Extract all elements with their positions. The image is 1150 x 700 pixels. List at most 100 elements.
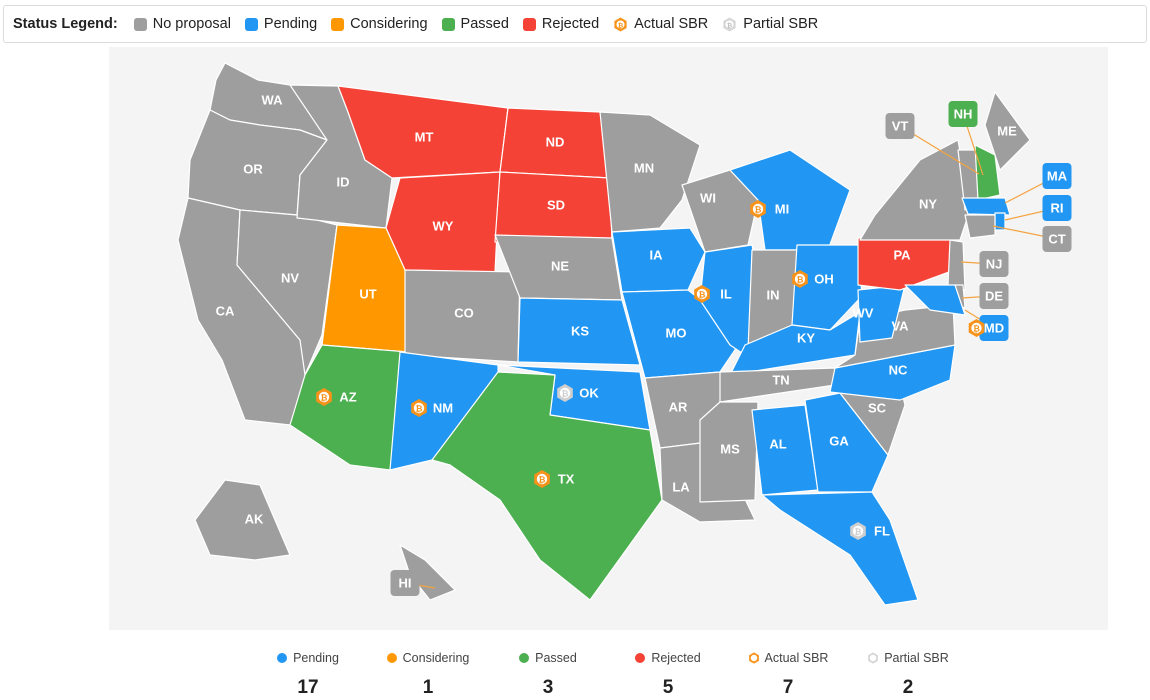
bitcoin-icon: ₿ bbox=[534, 470, 550, 488]
stat-label: Pending bbox=[293, 651, 339, 665]
stat-pending: Pending 17 bbox=[248, 648, 368, 699]
svg-text:₿: ₿ bbox=[727, 21, 733, 29]
legend-label: Pending bbox=[263, 16, 318, 32]
legend-label: Rejected bbox=[541, 16, 600, 32]
state-label-wv: WV bbox=[853, 306, 874, 321]
state-oh[interactable] bbox=[791, 244, 863, 331]
state-label-mt: MT bbox=[415, 130, 434, 145]
state-label-nv: NV bbox=[281, 271, 299, 286]
bitcoin-outline-icon bbox=[868, 652, 879, 664]
state-fl[interactable] bbox=[761, 491, 919, 606]
state-label-la: LA bbox=[672, 480, 690, 495]
state-label-me: ME bbox=[997, 124, 1017, 139]
state-label-tx: TX bbox=[558, 472, 575, 487]
state-nj[interactable] bbox=[947, 239, 966, 291]
passed-dot bbox=[519, 653, 530, 663]
svg-text:₿: ₿ bbox=[855, 527, 862, 538]
state-label-id: ID bbox=[337, 175, 350, 190]
state-ia[interactable] bbox=[611, 227, 706, 293]
state-label-ut: UT bbox=[359, 287, 376, 302]
stat-value: 3 bbox=[542, 677, 554, 698]
state-ny[interactable] bbox=[859, 139, 971, 241]
state-box-hi[interactable] bbox=[390, 570, 420, 596]
state-box-nh[interactable] bbox=[948, 101, 978, 127]
state-md[interactable] bbox=[904, 284, 966, 316]
svg-text:₿: ₿ bbox=[539, 475, 546, 486]
legend-item-no-proposal: No proposal bbox=[133, 16, 231, 32]
state-label-ms: MS bbox=[720, 442, 740, 457]
state-box-vt[interactable] bbox=[885, 113, 915, 139]
stat-partial-sbr: Partial SBR 2 bbox=[848, 648, 968, 699]
state-wi[interactable] bbox=[681, 169, 759, 253]
state-ma[interactable] bbox=[961, 197, 1011, 216]
state-me[interactable] bbox=[984, 91, 1031, 171]
state-label-co: CO bbox=[454, 306, 474, 321]
legend-label: Considering bbox=[350, 16, 428, 32]
stat-label: Considering bbox=[402, 651, 470, 665]
state-label-mo: MO bbox=[666, 326, 687, 341]
state-label-ny: NY bbox=[919, 197, 937, 212]
state-label-ar: AR bbox=[669, 400, 688, 415]
svg-text:₿: ₿ bbox=[618, 21, 624, 29]
state-box-de[interactable] bbox=[979, 283, 1009, 309]
state-label-va: VA bbox=[891, 319, 909, 334]
state-ga[interactable] bbox=[804, 392, 889, 493]
legend-swatch-pending bbox=[244, 17, 258, 31]
legend-label: Partial SBR bbox=[743, 16, 819, 32]
state-label-nd: ND bbox=[546, 135, 565, 150]
state-label-ri: RI bbox=[1051, 201, 1064, 216]
legend-title: Status Legend: bbox=[13, 16, 118, 32]
state-label-ia: IA bbox=[650, 248, 664, 263]
legend-item-passed: Passed bbox=[441, 16, 509, 32]
state-label-wi: WI bbox=[700, 191, 716, 206]
stat-actual-sbr: Actual SBR 7 bbox=[728, 648, 848, 699]
legend-swatch-rejected bbox=[522, 17, 536, 31]
state-box-md[interactable] bbox=[979, 315, 1009, 341]
state-tx[interactable] bbox=[431, 371, 663, 601]
state-label-wy: WY bbox=[433, 219, 454, 234]
legend-label: No proposal bbox=[152, 16, 231, 32]
stat-considering: Considering 1 bbox=[368, 648, 488, 699]
state-label-sc: SC bbox=[868, 401, 887, 416]
state-ms[interactable] bbox=[699, 401, 759, 503]
state-ct[interactable] bbox=[964, 214, 996, 239]
state-box-ma[interactable] bbox=[1042, 163, 1072, 189]
state-label-ak: AK bbox=[245, 512, 264, 527]
stat-label: Actual SBR bbox=[764, 651, 829, 665]
state-label-fl: FL bbox=[874, 524, 890, 539]
svg-text:₿: ₿ bbox=[562, 389, 569, 400]
stat-passed: Passed 3 bbox=[488, 648, 608, 699]
state-ks[interactable] bbox=[517, 297, 641, 366]
state-label-in: IN bbox=[767, 288, 780, 303]
svg-text:₿: ₿ bbox=[797, 275, 804, 286]
state-label-nm: NM bbox=[433, 401, 453, 416]
legend-item-rejected: Rejected bbox=[522, 16, 600, 32]
state-label-sd: SD bbox=[547, 198, 565, 213]
state-label-ma: MA bbox=[1047, 169, 1068, 184]
bitcoin-outline-icon: ₿ bbox=[850, 522, 866, 540]
state-box-nj[interactable] bbox=[979, 251, 1009, 277]
state-label-ok: OK bbox=[579, 386, 599, 401]
bitcoin-icon: ₿ bbox=[750, 200, 766, 218]
state-label-al: AL bbox=[769, 437, 786, 452]
state-ak[interactable] bbox=[194, 479, 291, 561]
stat-label: Passed bbox=[535, 651, 577, 665]
bitcoin-outline-icon: ₿ bbox=[557, 384, 573, 402]
state-label-vt: VT bbox=[892, 119, 909, 134]
state-nh[interactable] bbox=[974, 144, 1001, 201]
legend-item-partial-sbr: ₿ Partial SBR bbox=[722, 16, 818, 32]
legend-swatch-passed bbox=[441, 17, 455, 31]
state-box-ri[interactable] bbox=[1042, 195, 1072, 221]
considering-dot bbox=[386, 653, 397, 663]
stat-value: 2 bbox=[902, 677, 914, 698]
state-box-ct[interactable] bbox=[1042, 226, 1072, 252]
stat-label: Rejected bbox=[651, 651, 701, 665]
state-label-mi: MI bbox=[775, 202, 789, 217]
state-label-nc: NC bbox=[889, 363, 908, 378]
stat-value: 7 bbox=[782, 677, 794, 698]
state-label-ct: CT bbox=[1048, 232, 1065, 247]
stat-value: 1 bbox=[422, 677, 434, 698]
state-pa[interactable] bbox=[857, 237, 961, 291]
state-label-ne: NE bbox=[551, 259, 569, 274]
status-summary: Pending 17 Considering 1 Passed 3 Reject… bbox=[0, 648, 1150, 700]
